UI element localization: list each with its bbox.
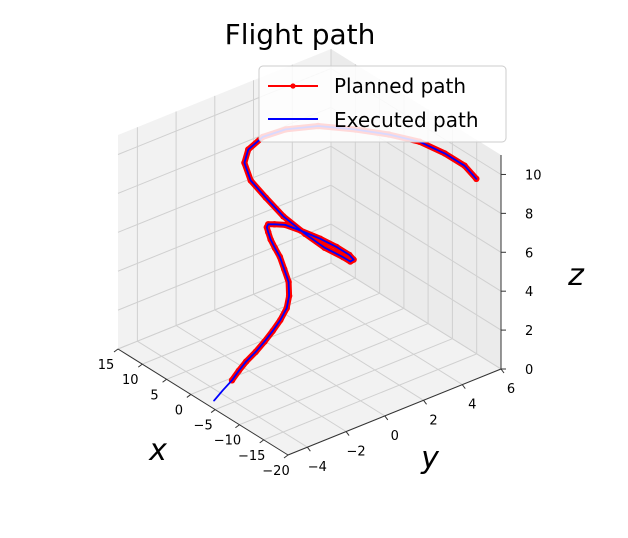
z-gridline <box>117 145 502 253</box>
x-tick-label: −20 <box>262 464 289 479</box>
x-tick-mark <box>162 378 167 383</box>
x-tick-label: 0 <box>175 403 183 418</box>
z-tick-label: 0 <box>525 363 533 378</box>
x-tick-label: −10 <box>214 434 241 449</box>
axis-lines <box>113 155 506 459</box>
y-tick-mark <box>384 415 389 421</box>
x-tick-label: −5 <box>194 419 213 434</box>
x-axis-label: x <box>148 433 167 468</box>
floor-pane <box>118 263 501 455</box>
x-axis-line <box>117 348 289 456</box>
x-tick-labels: −20−15−10−5 0 5 10 15 <box>98 358 290 479</box>
legend-label-executed-path: Executed path <box>334 108 479 132</box>
y-tick-mark <box>500 368 505 374</box>
y-tick-mark <box>345 431 350 436</box>
z-tick-label: 8 <box>525 207 533 222</box>
legend: Planned path Executed path <box>258 65 507 143</box>
z-gridline <box>117 184 502 292</box>
y-tick-label: 6 <box>507 382 515 397</box>
z-tick-label: 10 <box>525 168 542 183</box>
x-tick-label: 10 <box>122 373 139 388</box>
x-tick-mark <box>137 363 143 368</box>
y-tick-label: 2 <box>429 413 437 428</box>
legend-label-planned-path: Planned path <box>334 74 466 98</box>
y-axis-label: y <box>420 441 440 476</box>
y-tick-mark <box>306 446 311 452</box>
x-tick-mark <box>235 424 240 429</box>
z-gridline <box>117 223 502 331</box>
z-tick-labels: 0 2 4 6 8 10 <box>525 168 542 378</box>
x-tick-mark <box>259 439 265 444</box>
z-tick-label: 4 <box>525 285 533 300</box>
y-tick-label: −2 <box>347 445 366 460</box>
x-tick-label: 5 <box>150 388 158 403</box>
x-tick-mark <box>113 348 119 353</box>
y-tick-label: 0 <box>391 429 399 444</box>
z-tick-label: 2 <box>525 324 533 339</box>
chart-title: Flight path <box>225 18 376 51</box>
y-tick-label: 4 <box>468 398 476 413</box>
x-tick-mark <box>283 454 289 459</box>
legend-marker-planned-path <box>290 83 296 89</box>
x-tick-label: −15 <box>238 449 265 464</box>
x-tick-label: 15 <box>98 358 115 373</box>
legend-frame <box>258 65 507 143</box>
y-tick-labels: −4 −2 0 2 4 6 <box>308 382 515 475</box>
y-tick-mark <box>423 399 427 405</box>
x-tick-mark <box>186 394 192 398</box>
z-gridline <box>117 262 502 370</box>
y-axis-line <box>287 368 502 456</box>
z-tick-label: 6 <box>525 246 533 261</box>
x-tick-mark <box>210 409 216 413</box>
y-tick-mark <box>461 384 466 389</box>
y-tick-label: −4 <box>308 460 327 475</box>
z-axis-label: z <box>567 258 585 293</box>
